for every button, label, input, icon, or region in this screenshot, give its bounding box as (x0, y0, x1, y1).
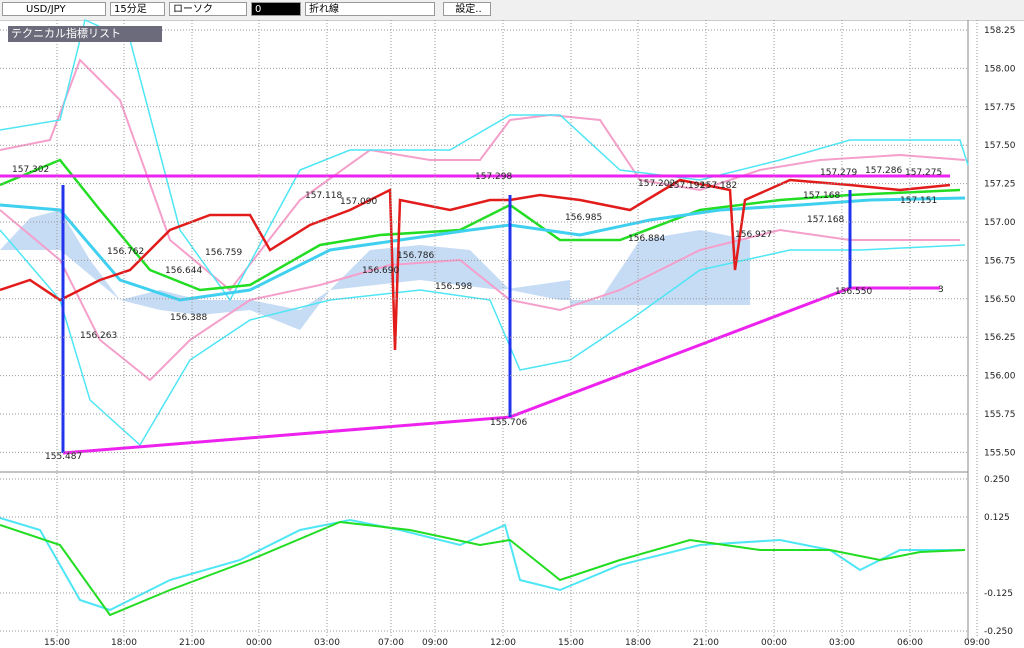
ma-line (0, 158, 961, 292)
time-label: 03:00 (314, 638, 340, 648)
price-annotation: 157.168 (807, 215, 844, 225)
price-tick-label: 158.25 (984, 26, 1016, 36)
price-tick-label: 157.00 (984, 218, 1016, 228)
number: 0 (255, 4, 262, 15)
time-label: 21:00 (179, 638, 205, 648)
price-annotation: 157.302 (12, 165, 49, 175)
price-annotation: 155.487 (45, 452, 82, 462)
time-label: 00:00 (761, 638, 787, 648)
price-annotation: 3 (938, 285, 944, 295)
price-annotation: 157.275 (905, 168, 942, 178)
upper-band-1 (0, 58, 966, 292)
price-line (0, 178, 951, 351)
time-label: 00:00 (246, 638, 272, 648)
settings: 設定.. (455, 4, 482, 15)
macd-tick-label: 0.250 (984, 475, 1010, 485)
price-annotation: 157.286 (865, 166, 902, 176)
time-label: 09:00 (964, 638, 990, 648)
symbol: USD/JPY (26, 4, 66, 15)
indicator-panel[interactable]: テクニカル指標リスト (8, 26, 162, 42)
price-annotation: 156.927 (735, 230, 772, 240)
price-tick-label: 156.50 (984, 295, 1016, 305)
price-annotation: 156.762 (107, 247, 144, 257)
price-tick-label: 158.00 (984, 64, 1016, 74)
toolbar: USD/JPY 15分足 ローソク 0 折れ線 設定.. (0, 0, 1024, 21)
lower-band-2 (0, 229, 966, 447)
time-label: 07:00 (378, 638, 404, 648)
time-label: 21:00 (693, 638, 719, 648)
time-label: 18:00 (625, 638, 651, 648)
price-annotation: 157.182 (700, 181, 737, 191)
line-style: 折れ線 (309, 4, 339, 15)
trend-line (62, 286, 940, 455)
price-tick-label: 157.75 (984, 103, 1016, 113)
price-annotation: 156.550 (835, 287, 872, 297)
price-annotation: 156.644 (165, 266, 202, 276)
price-annotation: 157.192 (668, 181, 705, 191)
price-annotation: 156.388 (170, 313, 207, 323)
macd-tick-label: -0.250 (984, 627, 1013, 637)
macd-line (0, 517, 965, 612)
time-label: 09:00 (422, 638, 448, 648)
price-tick-label: 157.50 (984, 141, 1016, 151)
price-tick-label: 156.00 (984, 372, 1016, 382)
price-annotation: 157.151 (900, 196, 937, 206)
settings-button[interactable]: 設定.. (443, 2, 491, 16)
time-label: 03:00 (829, 638, 855, 648)
price-annotation: 156.598 (435, 282, 472, 292)
price-annotation: 156.690 (362, 266, 399, 276)
timeframe: 15分足 (114, 4, 147, 15)
signal-line (0, 520, 966, 617)
price-tick-label: 157.25 (984, 180, 1016, 190)
macd-tick-label: -0.125 (984, 589, 1013, 599)
panel-title: テクニカル指標リスト (11, 27, 121, 40)
time-label: 12:00 (490, 638, 516, 648)
line-style-select[interactable]: 折れ線 (305, 2, 435, 16)
time-label: 15:00 (558, 638, 584, 648)
price-annotation: 156.759 (205, 248, 242, 258)
style-select[interactable]: ローソク (169, 2, 247, 16)
price-annotation: 157.279 (820, 168, 857, 178)
price-annotation: 157.202 (638, 179, 675, 189)
price-annotation: 157.118 (305, 191, 342, 201)
timeframe-select[interactable]: 15分足 (110, 2, 165, 16)
chart-style: ローソク (173, 4, 213, 15)
price-tick-label: 156.75 (984, 256, 1016, 266)
price-annotation: 155.706 (490, 418, 527, 428)
macd-tick-label: 0.125 (984, 513, 1010, 523)
time-label: 15:00 (44, 638, 70, 648)
price-tick-label: 156.25 (984, 333, 1016, 343)
symbol-select[interactable]: USD/JPY (2, 2, 106, 16)
price-annotation: 156.786 (397, 251, 434, 261)
price-annotation: 156.985 (565, 213, 602, 223)
price-annotation: 157.090 (340, 197, 377, 207)
time-label: 18:00 (111, 638, 137, 648)
number-select[interactable]: 0 (251, 2, 301, 16)
price-annotation: 157.168 (803, 191, 840, 201)
price-annotation: 156.884 (628, 234, 665, 244)
price-tick-label: 155.75 (984, 410, 1016, 420)
ma-line-2 (0, 196, 966, 302)
price-tick-label: 155.50 (984, 448, 1016, 458)
time-label: 06:00 (897, 638, 923, 648)
price-annotation: 156.263 (80, 331, 117, 341)
price-annotation: 157.298 (475, 172, 512, 182)
